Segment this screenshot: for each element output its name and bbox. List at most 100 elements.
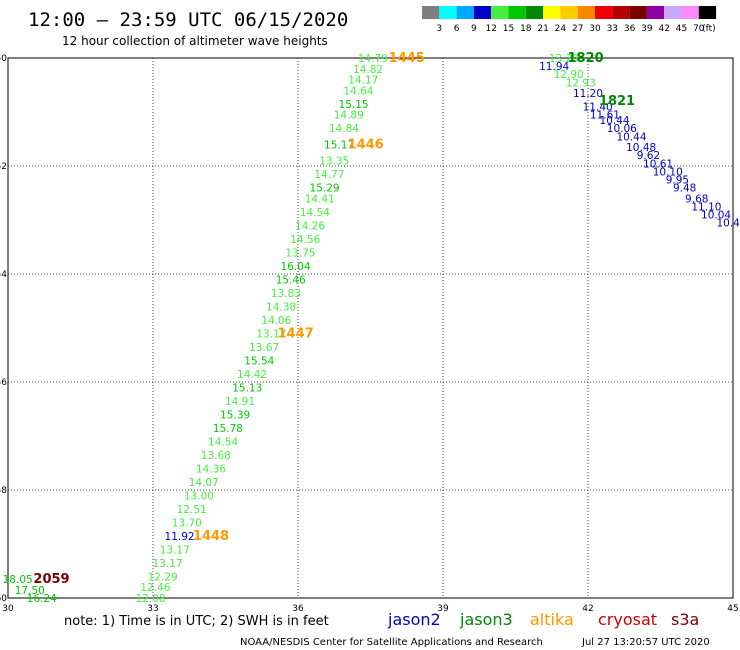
wave-height-label: 14.79 [358, 53, 388, 65]
wave-height-label: 10.04 [701, 210, 731, 222]
wave-height-label: 12.29 [148, 571, 178, 583]
wave-height-label: 10.44 [616, 131, 646, 143]
wave-height-label: 14.07 [189, 477, 219, 489]
footer-credit: NOAA/NESDIS Center for Satellite Applica… [240, 637, 543, 648]
wave-height-label: 10.10 [653, 166, 683, 178]
scale-swatch [681, 6, 699, 19]
scale-label: 9 [471, 24, 477, 34]
y-tick-label: -50 [0, 54, 7, 64]
wave-height-label: 9.62 [637, 150, 660, 162]
wave-height-label: 14.54 [300, 207, 330, 219]
pass-time-label: 1445 [389, 51, 425, 66]
wave-height-label: 10.4 [716, 218, 740, 230]
wave-height-label: 11.10 [691, 202, 721, 214]
color-scale-legend: 3 6 9 12 15 18 21 24 27 30 33 36 39 42 45 70(ft) [422, 6, 717, 34]
wave-height-label: 14.36 [196, 463, 226, 475]
scale-label: 30 [589, 24, 601, 34]
scale-label: 21 [537, 24, 548, 34]
x-tick-label: 45 [727, 604, 738, 614]
scale-label: 42 [658, 24, 669, 34]
wave-height-label: 14.06 [261, 315, 291, 327]
wave-height-label: 15.15 [339, 99, 369, 111]
wave-height-label: 14.64 [343, 85, 373, 97]
wave-height-label: 14.17 [348, 75, 378, 87]
axis-ticks: 30 33 36 39 42 45 -50 -52 -54 -56 -58 -60 [0, 54, 739, 614]
wave-height-label: 15.29 [310, 183, 340, 195]
satellite-cryosat: cryosat [598, 610, 657, 629]
scale-swatch [698, 6, 717, 19]
wave-height-label: 14.91 [225, 396, 255, 408]
scale-label: 27 [572, 24, 583, 34]
wave-height-label: 14.84 [329, 123, 359, 135]
y-tick-label: -60 [0, 594, 7, 604]
y-tick-label: -54 [0, 270, 7, 280]
wave-height-label: 11.92 [165, 531, 195, 543]
wave-height-label: 10.61 [643, 158, 673, 170]
y-tick-label: -52 [0, 162, 7, 172]
wave-height-label: 13.29 [549, 53, 579, 65]
scale-swatch [439, 6, 457, 19]
scale-swatch [422, 6, 440, 19]
pass-time-label: 1821 [599, 94, 635, 109]
wave-height-label: 17.50 [15, 585, 45, 597]
wave-height-label: 15.13 [232, 382, 262, 394]
scale-swatch [491, 6, 509, 19]
wave-height-label: 14.82 [353, 64, 383, 76]
wave-height-label: 13.83 [271, 288, 301, 300]
scale-swatch [543, 6, 561, 19]
scale-swatch [560, 6, 578, 19]
wave-height-label: 13.17 [160, 544, 190, 556]
wave-height-label: 10.06 [607, 123, 637, 135]
scale-swatch [473, 6, 492, 19]
scale-swatch [646, 6, 665, 19]
scale-label: 24 [555, 24, 567, 34]
wave-height-label: 13.70 [172, 517, 202, 529]
wave-height-label: 9.68 [685, 193, 708, 205]
pass-time-label: 1446 [348, 137, 384, 152]
x-tick-label: 33 [147, 604, 158, 614]
wave-height-label: 15.54 [244, 355, 274, 367]
y-tick-label: -56 [0, 378, 7, 388]
wave-height-label: 14.77 [314, 169, 344, 181]
plot-frame [7, 57, 734, 599]
x-tick-label: 39 [437, 604, 449, 614]
wave-height-label: 14.42 [237, 369, 267, 381]
scale-swatch [508, 6, 526, 19]
wave-height-label: 13.67 [249, 342, 279, 354]
scale-label: 39 [641, 24, 653, 34]
wave-height-label: 16.04 [281, 261, 311, 273]
wave-height-label: 14.38 [266, 301, 296, 313]
y-tick-label: -58 [0, 486, 7, 496]
scale-swatch [456, 6, 474, 19]
wave-height-label: 14.41 [305, 193, 335, 205]
scale-swatch [664, 6, 682, 19]
scale-label: 6 [454, 24, 460, 34]
x-tick-label: 36 [292, 604, 304, 614]
scale-label: 12 [485, 24, 496, 34]
satellite-altika: altika [530, 610, 574, 629]
wave-height-label: 11.61 [590, 110, 620, 122]
footer-note: note: 1) Time is in UTC; 2) SWH is in fe… [64, 614, 329, 629]
wave-height-label: 9.48 [673, 183, 696, 195]
x-tick-label: 42 [582, 604, 593, 614]
grid-lines [8, 58, 733, 598]
wave-height-label: 13.00 [184, 490, 214, 502]
wave-height-label: 15.78 [213, 423, 243, 435]
pass-time-label: 1448 [193, 529, 229, 544]
satellite-jason2: jason2 [387, 610, 441, 629]
satellite-s3a: s3a [671, 610, 699, 629]
wave-height-label: 14.89 [334, 110, 364, 122]
scale-label: 15 [503, 24, 514, 34]
wave-height-label: 12.46 [140, 582, 170, 594]
wave-height-label: 18.05 [3, 574, 33, 586]
chart-title: 12:00 – 23:59 UTC 06/15/2020 [28, 9, 348, 31]
wave-height-label: 12.51 [177, 504, 207, 516]
wave-height-label: 15.39 [220, 409, 250, 421]
wave-height-label: 12.93 [566, 77, 596, 89]
scale-swatch [577, 6, 595, 19]
footer-timestamp: Jul 27 13:20:57 UTC 2020 [581, 637, 710, 648]
pass-time-label: 1447 [277, 326, 313, 341]
wave-height-label: 11.20 [573, 88, 603, 100]
wave-height-label: 11.40 [583, 102, 613, 114]
